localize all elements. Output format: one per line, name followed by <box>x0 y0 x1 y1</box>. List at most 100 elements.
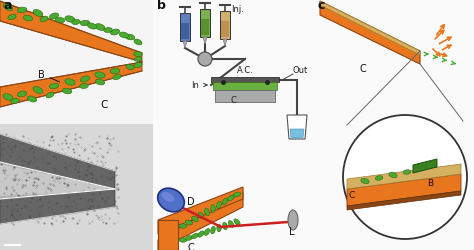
Ellipse shape <box>62 89 72 94</box>
Ellipse shape <box>375 176 383 180</box>
Ellipse shape <box>65 80 75 86</box>
Ellipse shape <box>104 28 112 33</box>
Ellipse shape <box>288 210 298 230</box>
Polygon shape <box>203 38 207 45</box>
Ellipse shape <box>55 18 65 24</box>
Polygon shape <box>0 189 115 224</box>
Ellipse shape <box>80 84 88 89</box>
Ellipse shape <box>222 198 228 205</box>
Ellipse shape <box>40 17 48 23</box>
Bar <box>220 12 230 40</box>
Text: L: L <box>289 226 294 236</box>
Polygon shape <box>347 164 461 189</box>
Ellipse shape <box>191 234 199 239</box>
Ellipse shape <box>205 208 210 216</box>
Bar <box>200 10 210 38</box>
Ellipse shape <box>119 33 128 39</box>
Polygon shape <box>183 42 187 49</box>
Ellipse shape <box>217 202 221 209</box>
Polygon shape <box>413 159 437 173</box>
Ellipse shape <box>49 14 59 20</box>
Ellipse shape <box>191 216 198 222</box>
Ellipse shape <box>126 65 134 70</box>
Bar <box>0 124 153 250</box>
Ellipse shape <box>46 93 54 98</box>
Ellipse shape <box>403 170 411 174</box>
Ellipse shape <box>33 87 43 94</box>
Ellipse shape <box>179 224 187 228</box>
Bar <box>213 83 277 91</box>
Polygon shape <box>320 2 420 65</box>
Ellipse shape <box>27 96 36 103</box>
Bar <box>221 22 229 38</box>
Ellipse shape <box>134 52 142 57</box>
Ellipse shape <box>3 94 13 101</box>
Text: C: C <box>231 96 237 104</box>
Ellipse shape <box>125 35 135 41</box>
Ellipse shape <box>158 188 184 212</box>
Ellipse shape <box>81 77 90 83</box>
Bar <box>215 91 275 102</box>
Polygon shape <box>158 187 243 234</box>
Text: Inj.: Inj. <box>231 5 244 14</box>
Ellipse shape <box>198 231 204 237</box>
Ellipse shape <box>80 21 90 27</box>
Ellipse shape <box>95 72 105 79</box>
Ellipse shape <box>23 16 33 22</box>
Polygon shape <box>347 191 461 210</box>
Bar <box>181 24 189 40</box>
Ellipse shape <box>217 224 221 232</box>
Ellipse shape <box>134 63 142 68</box>
Polygon shape <box>0 164 110 196</box>
Ellipse shape <box>134 40 142 46</box>
Bar <box>153 0 315 250</box>
Text: C: C <box>100 100 108 110</box>
Polygon shape <box>0 162 115 199</box>
Bar <box>180 14 190 42</box>
Ellipse shape <box>11 99 19 104</box>
Text: a: a <box>4 0 12 12</box>
Ellipse shape <box>3 4 13 12</box>
Text: B: B <box>427 178 433 187</box>
Ellipse shape <box>72 20 80 25</box>
Ellipse shape <box>162 192 174 202</box>
Ellipse shape <box>17 8 27 14</box>
Ellipse shape <box>389 172 397 178</box>
Ellipse shape <box>49 84 59 89</box>
Ellipse shape <box>110 30 119 36</box>
Ellipse shape <box>18 92 27 98</box>
Ellipse shape <box>95 24 105 31</box>
Text: C: C <box>188 242 195 250</box>
Circle shape <box>198 53 212 67</box>
Polygon shape <box>0 63 142 108</box>
Ellipse shape <box>179 238 187 242</box>
Ellipse shape <box>204 228 210 235</box>
Text: b: b <box>157 0 166 12</box>
Ellipse shape <box>33 10 43 18</box>
Ellipse shape <box>134 58 142 62</box>
Ellipse shape <box>65 17 75 23</box>
Ellipse shape <box>223 222 228 230</box>
Ellipse shape <box>228 195 234 201</box>
Ellipse shape <box>8 15 16 21</box>
Ellipse shape <box>198 212 204 219</box>
Polygon shape <box>347 174 461 206</box>
Text: c: c <box>318 0 325 12</box>
Ellipse shape <box>95 80 105 86</box>
Polygon shape <box>320 2 420 56</box>
Ellipse shape <box>211 205 215 212</box>
Polygon shape <box>158 192 243 250</box>
Ellipse shape <box>87 24 97 30</box>
Text: In: In <box>191 81 199 90</box>
Ellipse shape <box>210 226 215 234</box>
Text: D: D <box>187 196 195 206</box>
Polygon shape <box>290 130 304 138</box>
Ellipse shape <box>234 219 240 225</box>
Ellipse shape <box>113 75 121 80</box>
Bar <box>211 78 279 83</box>
Bar <box>315 0 474 250</box>
Circle shape <box>343 116 467 239</box>
Text: C: C <box>349 190 355 199</box>
Bar <box>0 0 153 124</box>
Polygon shape <box>158 220 178 250</box>
